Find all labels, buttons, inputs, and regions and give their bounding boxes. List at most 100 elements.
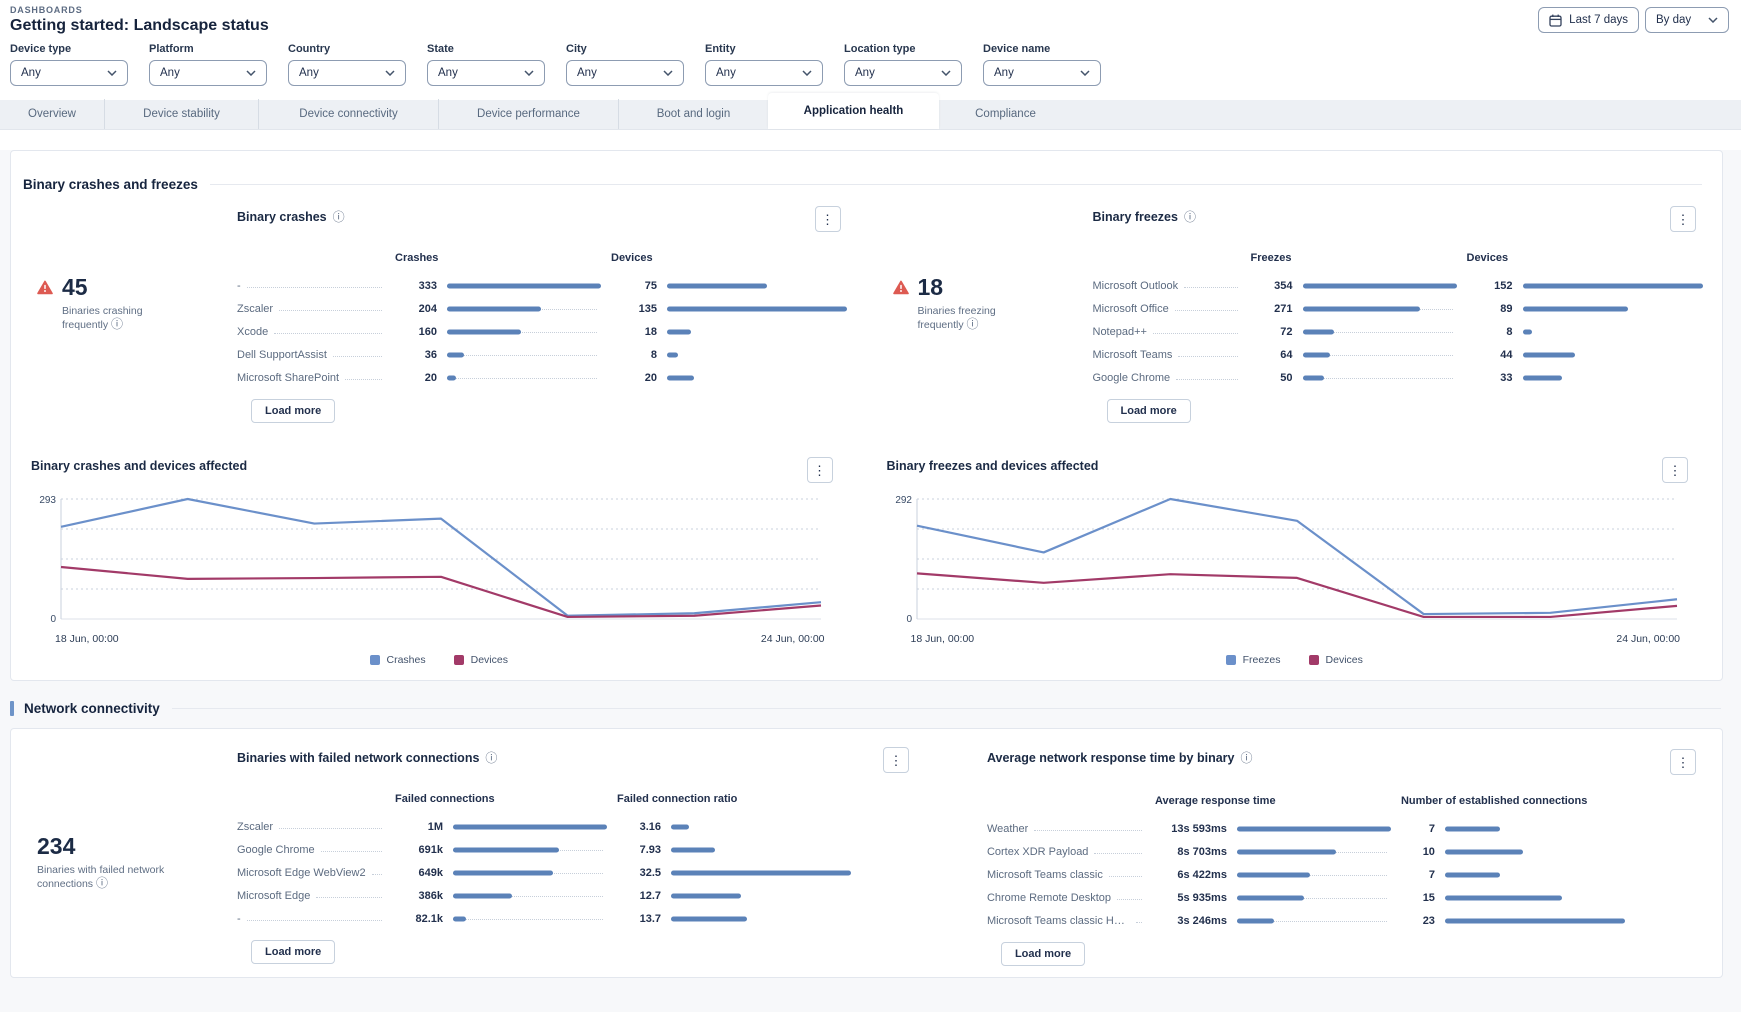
legend-item[interactable]: Devices <box>453 654 508 666</box>
list-item[interactable]: Microsoft Teams classic 6s 422ms 7 <box>987 863 1633 886</box>
info-icon[interactable]: ⓘ <box>1183 210 1196 224</box>
kebab-menu-button[interactable]: ⋮ <box>1670 206 1696 232</box>
binary-freezes-panel: Binary freezes ⓘ ⋮ 18 Binaries freezing … <box>867 196 1723 423</box>
value-bar <box>1444 840 1625 863</box>
failed-connections-list: Failed connections Failed connection rati… <box>237 787 967 930</box>
row-value: 8 <box>1506 325 1513 338</box>
tab-compliance[interactable]: Compliance <box>975 108 1036 120</box>
list-item[interactable]: Microsoft Teams classic Helper 3s 246ms 23 <box>987 909 1633 932</box>
info-icon[interactable]: ⓘ <box>485 751 498 765</box>
column-header: Freezes <box>1250 252 1292 264</box>
entity-select[interactable]: Any <box>705 60 823 86</box>
kebab-menu-button[interactable]: ⋮ <box>1662 457 1688 483</box>
legend-item[interactable]: Freezes <box>1225 654 1281 666</box>
dotted-leader <box>1117 899 1142 900</box>
value-bar <box>1444 863 1625 886</box>
tab-overview[interactable]: Overview <box>28 108 76 120</box>
list-item[interactable]: Microsoft Outlook 354 152 <box>1093 274 1703 297</box>
tab-device-stability[interactable]: Device stability <box>104 99 258 129</box>
dotted-leader <box>279 828 382 829</box>
filter-country: Country Any <box>288 43 406 86</box>
info-icon[interactable]: ⓘ <box>95 876 108 891</box>
kebab-menu-button[interactable]: ⋮ <box>1669 749 1696 775</box>
load-more-button[interactable]: Load more <box>251 940 336 964</box>
row-value: 204 <box>418 302 437 315</box>
list-item[interactable]: Zscaler 204 135 <box>237 297 847 320</box>
location-type-select[interactable]: Any <box>844 60 962 86</box>
panel-title: Binaries with failed network connections <box>237 751 480 765</box>
kpi-label: Binaries crashing frequently ⓘ <box>62 305 143 332</box>
list-item[interactable]: Microsoft Office 271 89 <box>1093 297 1673 320</box>
info-icon[interactable]: ⓘ <box>1240 751 1253 765</box>
list-item[interactable]: Google Chrome 691k 7.93 <box>237 838 927 861</box>
kebab-menu-button[interactable]: ⋮ <box>806 457 833 483</box>
kpi-value: 45 <box>62 274 88 300</box>
kebab-menu-button[interactable]: ⋮ <box>814 206 841 232</box>
row-label: Microsoft Teams classic Helper <box>987 915 1145 927</box>
list-item[interactable]: Weather 13s 593ms 7 <box>987 817 1633 840</box>
row-value: 8s 703ms <box>1177 845 1227 858</box>
load-more-button[interactable]: Load more <box>251 399 336 423</box>
load-more-button[interactable]: Load more <box>1106 399 1191 423</box>
device-name-select[interactable]: Any <box>983 60 1101 86</box>
list-item[interactable]: Zscaler 1M 3.16 <box>237 815 927 838</box>
filter-location-type: Location type Any <box>844 43 962 86</box>
tab-device-connectivity[interactable]: Device connectivity <box>258 99 438 129</box>
value-bar <box>453 838 607 861</box>
info-icon[interactable]: ⓘ <box>966 317 979 332</box>
dotted-leader <box>246 920 382 921</box>
row-label: Xcode <box>237 326 385 338</box>
kebab-menu-button[interactable]: ⋮ <box>882 747 909 773</box>
info-icon[interactable]: ⓘ <box>111 317 124 332</box>
row-value: 1M <box>427 820 443 833</box>
panel-title: Average network response time by binary <box>986 751 1235 765</box>
list-item[interactable]: Chrome Remote Desktop 5s 935ms 15 <box>987 886 1633 909</box>
panel-title: Binary crashes <box>237 210 327 224</box>
load-more-button[interactable]: Load more <box>1000 942 1086 966</box>
info-icon[interactable]: ⓘ <box>332 210 345 224</box>
time-range-button[interactable]: Last 7 days <box>1538 7 1639 33</box>
filter-platform: Platform Any <box>149 43 267 86</box>
chevron-down-icon <box>941 70 951 76</box>
list-item[interactable]: Microsoft SharePoint 20 20 <box>237 366 817 389</box>
tab-device-performance[interactable]: Device performance <box>438 99 618 129</box>
device-type-select[interactable]: Any <box>10 60 128 86</box>
list-item[interactable]: - 333 75 <box>237 274 817 297</box>
panel-header: Binary crashes ⓘ ⋮ <box>25 202 853 232</box>
platform-select[interactable]: Any <box>149 60 267 86</box>
legend-item[interactable]: Devices <box>1308 654 1363 666</box>
city-select[interactable]: Any <box>566 60 684 86</box>
list-item[interactable]: - 82.1k 13.7 <box>237 907 927 930</box>
list-item[interactable]: Microsoft Teams 64 44 <box>1093 343 1673 366</box>
tab-application-health[interactable]: Application health <box>768 93 939 129</box>
value-bar <box>1522 274 1703 297</box>
list-item[interactable]: Dell SupportAssist 36 8 <box>237 343 817 366</box>
country-select[interactable]: Any <box>288 60 406 86</box>
stat-panels-row: Binary crashes ⓘ ⋮ 45 Binaries crashing … <box>11 196 1722 423</box>
list-item[interactable]: Notepad++ 72 8 <box>1093 320 1673 343</box>
list-item[interactable]: Cortex XDR Payload 8s 703ms 10 <box>987 840 1633 863</box>
list-item[interactable]: Microsoft Edge WebView2 649k 32.5 <box>237 861 927 884</box>
list-item[interactable]: Xcode 160 18 <box>237 320 817 343</box>
state-select[interactable]: Any <box>427 60 545 86</box>
dotted-leader <box>246 287 382 288</box>
row-label: - <box>237 280 385 292</box>
dotted-leader <box>316 897 382 898</box>
x-axis-labels: 18 Jun, 00:00 24 Jun, 00:00 <box>887 630 1703 645</box>
response-time-list: Average response time Number of establish… <box>949 789 1719 932</box>
row-value: 8 <box>650 348 657 361</box>
value-bar <box>447 343 601 366</box>
legend-item[interactable]: Crashes <box>369 654 426 666</box>
row-label: Dell SupportAssist <box>237 349 385 361</box>
select-value: Any <box>855 67 875 79</box>
granularity-select[interactable]: By day <box>1645 7 1729 33</box>
breadcrumb[interactable]: DASHBOARDS <box>10 5 83 15</box>
list-item[interactable]: Microsoft Edge 386k 12.7 <box>237 884 927 907</box>
row-value: 691k <box>418 843 443 856</box>
list-item[interactable]: Google Chrome 50 33 <box>1093 366 1673 389</box>
row-value: 5s 935ms <box>1177 891 1227 904</box>
value-bar <box>667 297 847 320</box>
tab-boot-and-login[interactable]: Boot and login <box>618 99 768 129</box>
header: DASHBOARDS Getting started: Landscape st… <box>10 5 269 35</box>
warning-icon <box>892 280 909 295</box>
